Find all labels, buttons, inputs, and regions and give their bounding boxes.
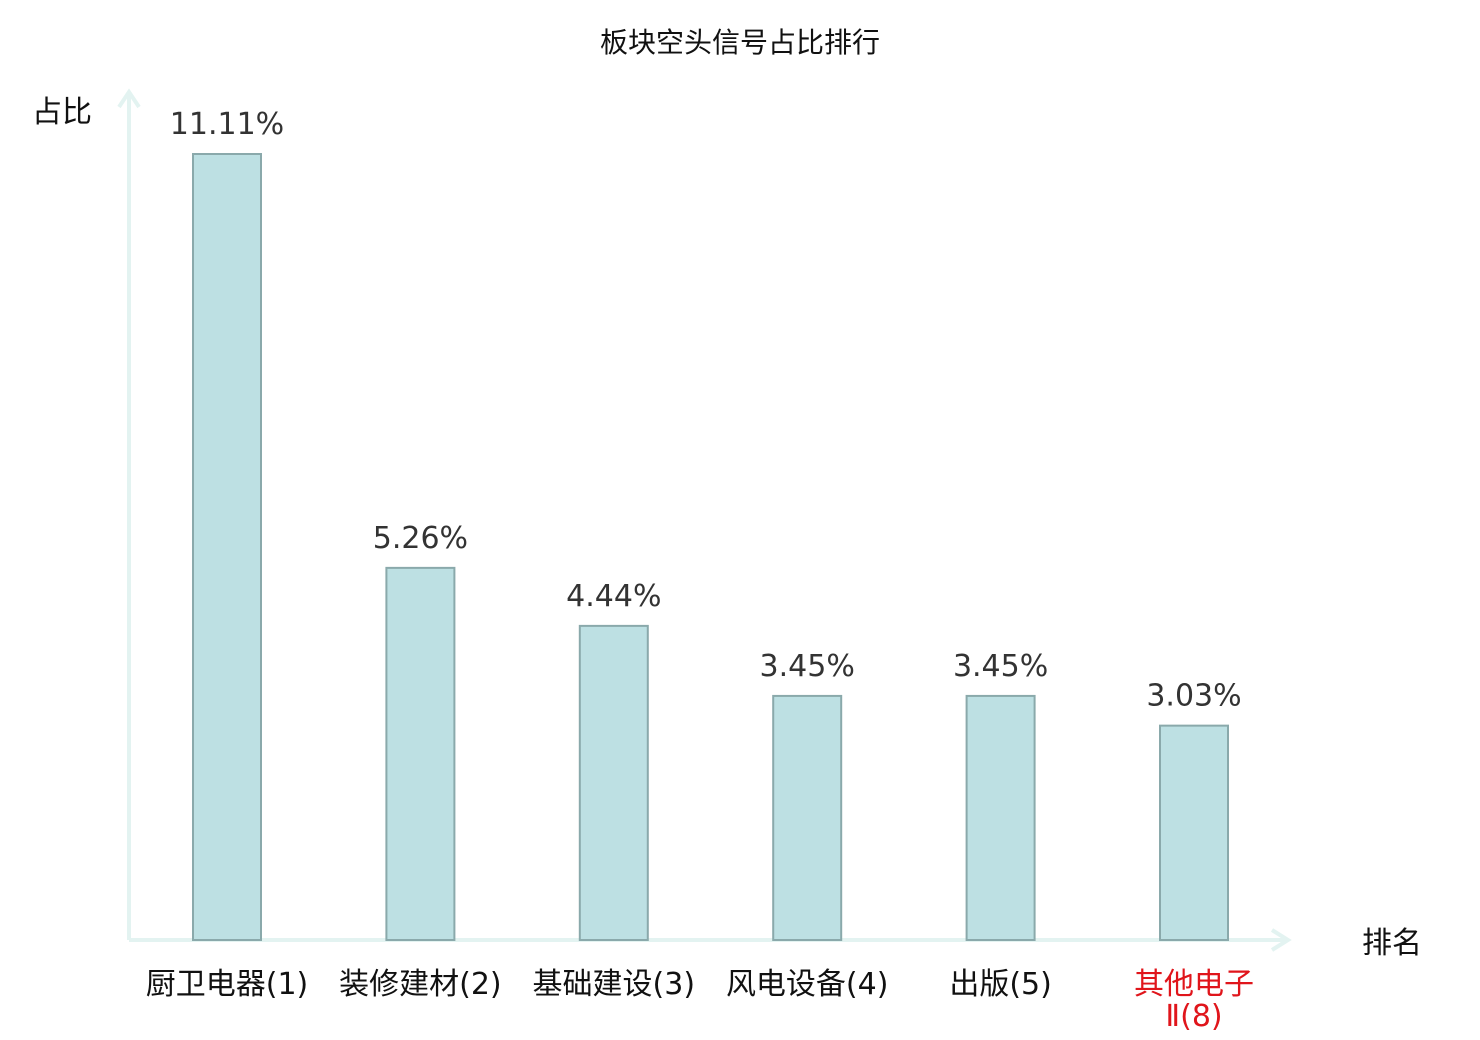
category-label: 风电设备(4) bbox=[726, 967, 889, 1002]
bar bbox=[578, 624, 649, 941]
category-label: Ⅱ(8) bbox=[1165, 999, 1222, 1034]
bar bbox=[1159, 724, 1229, 941]
bar-value-label: 3.03% bbox=[1146, 679, 1241, 714]
bar-value-label: 4.44% bbox=[566, 579, 661, 614]
x-axis bbox=[129, 928, 1292, 952]
bar bbox=[192, 153, 262, 941]
bar-value-label: 3.45% bbox=[760, 649, 855, 684]
value-labels-group: 11.11% 5.26% 4.44% 3.45% 3.45% 3.03% bbox=[170, 107, 1242, 714]
y-axis-label: 占比 bbox=[32, 95, 92, 130]
category-label: 出版(5) bbox=[949, 967, 1052, 1002]
category-label: 基础建设(3) bbox=[533, 967, 696, 1002]
bar-value-label: 3.45% bbox=[953, 649, 1048, 684]
category-labels-group: 厨卫电器(1) 装修建材(2) 基础建设(3) 风电设备(4) 出版(5) 其他电子Ⅱ(8… bbox=[146, 967, 1254, 1034]
y-axis bbox=[117, 88, 141, 940]
bar bbox=[965, 694, 1036, 942]
chart-title: 板块空头信号占比排行 bbox=[600, 26, 880, 59]
bar-value-label: 5.26% bbox=[373, 521, 468, 556]
x-axis-label: 排名 bbox=[1362, 926, 1422, 961]
bar bbox=[772, 694, 843, 942]
category-label: 装修建材(2) bbox=[339, 967, 502, 1002]
bar-value-label: 11.11% bbox=[170, 107, 284, 142]
category-label: 其他电子 bbox=[1134, 967, 1254, 1002]
bar bbox=[385, 566, 456, 941]
category-label: 厨卫电器(1) bbox=[146, 967, 309, 1002]
bars-group bbox=[192, 153, 1229, 942]
